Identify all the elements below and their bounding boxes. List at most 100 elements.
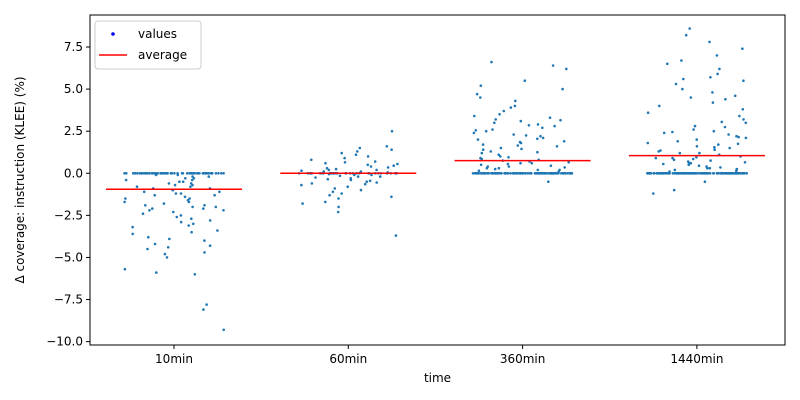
data-point — [724, 97, 727, 101]
data-point — [175, 215, 179, 219]
x-axis-label: time — [424, 371, 451, 385]
data-point — [147, 172, 151, 175]
data-point — [687, 161, 691, 165]
data-point — [310, 182, 314, 185]
data-point — [218, 190, 221, 194]
data-point — [503, 172, 507, 175]
data-point — [706, 166, 709, 170]
data-point — [331, 190, 335, 194]
data-point — [692, 172, 696, 175]
data-point — [515, 172, 518, 175]
data-point — [673, 168, 677, 172]
data-point — [719, 166, 722, 169]
data-point — [390, 195, 393, 199]
data-point — [179, 214, 183, 217]
data-point — [491, 128, 494, 131]
data-point — [711, 101, 715, 104]
data-point — [744, 136, 748, 140]
y-tick-label: −5.0 — [54, 250, 83, 264]
data-point — [708, 40, 711, 44]
legend-values-marker — [111, 32, 115, 36]
data-point — [709, 159, 712, 162]
data-point — [506, 172, 510, 175]
data-point — [661, 172, 664, 175]
x-axis: 10min 60min 360min 1440min — [155, 345, 723, 366]
data-point — [517, 172, 521, 175]
data-point — [155, 271, 158, 274]
data-point — [688, 27, 691, 30]
legend-values-label: values — [138, 27, 177, 41]
data-point — [739, 172, 743, 175]
data-point — [567, 161, 570, 164]
data-point — [208, 219, 212, 222]
data-point — [173, 172, 176, 175]
data-point — [386, 166, 390, 169]
data-point — [548, 116, 552, 119]
data-point — [162, 172, 166, 175]
data-point — [473, 114, 476, 118]
data-point — [536, 123, 540, 126]
data-point — [499, 155, 502, 158]
data-point — [203, 172, 206, 175]
data-point — [181, 172, 185, 175]
data-point — [210, 172, 213, 175]
data-point — [336, 210, 340, 214]
data-point — [207, 175, 211, 178]
data-point — [337, 197, 340, 200]
data-point — [485, 166, 489, 170]
data-point — [507, 165, 511, 168]
data-point — [497, 153, 501, 156]
data-point — [338, 174, 342, 178]
data-point — [647, 172, 651, 175]
data-point — [731, 172, 734, 175]
data-point — [473, 172, 477, 175]
data-point — [198, 172, 201, 175]
data-point — [133, 172, 137, 175]
data-point — [743, 172, 746, 175]
data-point — [168, 237, 171, 241]
data-point — [726, 172, 730, 175]
data-point — [565, 67, 568, 71]
data-point — [672, 188, 676, 192]
data-point — [340, 192, 344, 195]
data-point — [695, 156, 698, 159]
data-point — [146, 247, 149, 251]
data-point — [527, 124, 531, 127]
y-tick-label: −10.0 — [46, 335, 83, 349]
data-point — [156, 172, 160, 175]
data-point — [154, 173, 158, 177]
data-point — [136, 172, 139, 175]
data-point — [702, 172, 706, 175]
data-point — [479, 96, 482, 99]
data-point — [375, 168, 378, 172]
data-point — [183, 195, 187, 199]
data-point — [205, 303, 208, 306]
y-tick-label: 2.5 — [64, 124, 83, 138]
data-point — [735, 172, 738, 175]
data-point — [208, 244, 212, 247]
data-point — [716, 172, 719, 175]
data-point — [477, 172, 480, 175]
data-point — [190, 178, 194, 182]
data-point — [131, 225, 134, 229]
data-point — [193, 273, 197, 276]
data-point — [653, 172, 656, 175]
data-point — [375, 181, 379, 184]
data-point — [728, 146, 731, 150]
data-point — [123, 172, 126, 175]
data-point — [480, 157, 484, 161]
data-point — [476, 138, 480, 141]
data-point — [481, 143, 485, 146]
data-point — [333, 187, 337, 190]
data-point — [713, 145, 716, 149]
data-point — [741, 108, 745, 111]
data-point — [559, 118, 562, 122]
data-point — [394, 234, 398, 237]
data-point — [502, 109, 506, 113]
data-point — [185, 172, 189, 175]
data-point — [174, 192, 178, 195]
legend: values average — [94, 20, 202, 70]
data-point — [490, 60, 493, 64]
data-point — [184, 177, 187, 180]
data-point — [346, 185, 350, 188]
